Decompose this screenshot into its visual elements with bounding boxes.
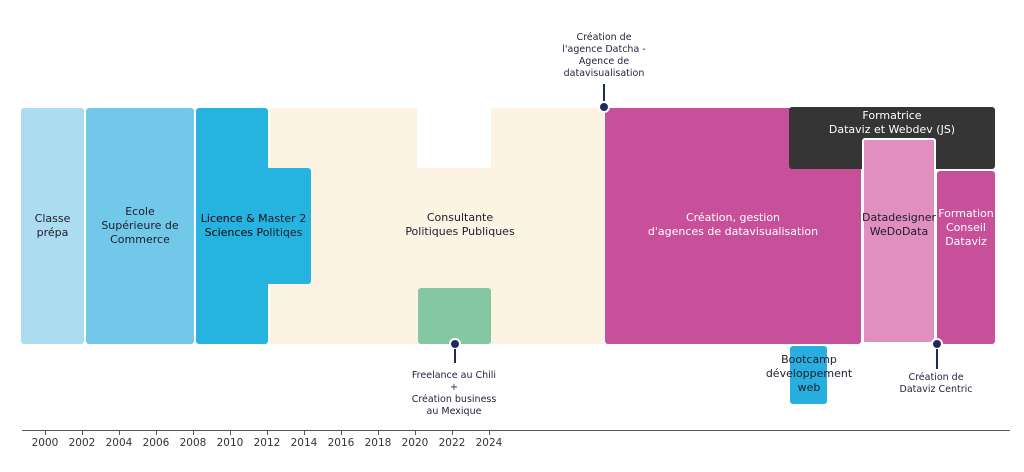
axis-tick-label: 2008 (179, 437, 207, 449)
block-datadesigner (862, 138, 936, 344)
axis-tick-label: 2002 (68, 437, 96, 449)
label-classe-prepa: Classe prépa (34, 212, 71, 239)
block-formation-conseil (937, 171, 995, 344)
label-licence-master-overlay: Licence & Master 2 Sciences Politiqes (200, 212, 307, 239)
label-consultante: Consultante Politiques Publiques (405, 211, 515, 238)
block-classe-prepa (21, 108, 84, 344)
marker-dot-datcha (598, 101, 610, 113)
axis-tick (341, 430, 342, 435)
axis-tick (415, 430, 416, 435)
axis-tick-label: 2018 (364, 437, 392, 449)
annotation-dataviz-centric: Création de Dataviz Centric (899, 372, 973, 395)
axis-tick (82, 430, 83, 435)
axis-tick-label: 2012 (253, 437, 281, 449)
axis-tick (489, 430, 490, 435)
block-licence-master-extension-top (262, 168, 311, 284)
axis-tick (378, 430, 379, 435)
axis-tick (193, 430, 194, 435)
annotation-datcha: Création de l'agence Datcha - Agence de … (562, 32, 646, 79)
axis-tick (119, 430, 120, 435)
marker-stem-dataviz-centric (936, 349, 938, 369)
block-freelance (418, 288, 491, 344)
block-ecole-commerce (86, 108, 194, 344)
time-axis (22, 430, 1010, 431)
block-licence-master (196, 108, 268, 344)
axis-tick-label: 2024 (475, 437, 503, 449)
axis-tick-label: 2000 (31, 437, 59, 449)
axis-tick (304, 430, 305, 435)
annotation-freelance: Freelance au Chili + Création business a… (411, 370, 497, 417)
label-ecole-commerce: Ecole Supérieure de Commerce (101, 205, 179, 246)
label-formatrice: Formatrice Dataviz et Webdev (JS) (828, 109, 956, 136)
block-bootcamp (790, 346, 827, 404)
label-formation-conseil: Formation Conseil Dataviz (938, 207, 994, 248)
label-bootcamp: Bootcamp développement web (765, 353, 853, 394)
axis-tick-label: 2010 (216, 437, 244, 449)
axis-tick-label: 2014 (290, 437, 318, 449)
axis-tick-label: 2020 (401, 437, 429, 449)
axis-tick (156, 430, 157, 435)
axis-tick (230, 430, 231, 435)
block-consultante-right (491, 108, 604, 344)
marker-stem-datcha (603, 84, 605, 104)
axis-tick (45, 430, 46, 435)
label-datadesigner: Datadesigner WeDoData (861, 211, 937, 238)
axis-tick (267, 430, 268, 435)
axis-tick (452, 430, 453, 435)
marker-stem-freelance (454, 349, 456, 363)
label-creation-agences: Création, gestion d'agences de datavisua… (647, 211, 819, 238)
axis-tick-label: 2004 (105, 437, 133, 449)
axis-tick-label: 2022 (438, 437, 466, 449)
axis-tick-label: 2006 (142, 437, 170, 449)
axis-tick-label: 2016 (327, 437, 355, 449)
